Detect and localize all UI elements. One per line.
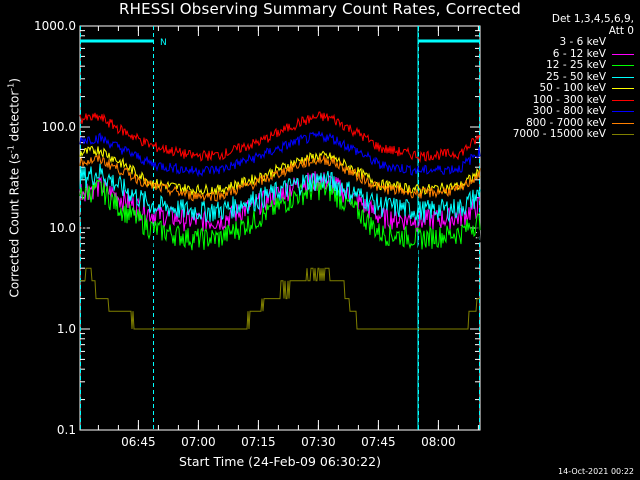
night-label: N: [160, 38, 167, 48]
legend-item: 50 - 100 keV: [478, 82, 634, 95]
legend-label: 50 - 100 keV: [539, 82, 606, 94]
legend-label: 3 - 6 keV: [559, 36, 606, 48]
x-tick-label: 07:45: [361, 435, 396, 449]
legend-swatch: [612, 99, 634, 101]
y-tick-label: 1000.0: [34, 19, 76, 33]
y-tick-label: 1.0: [57, 322, 76, 336]
series-line-300-800kev: [79, 131, 481, 178]
series-line-100-300kev: [79, 111, 481, 163]
legend-swatch: [612, 88, 634, 90]
legend-label: 25 - 50 keV: [546, 70, 606, 83]
x-axis-title: Start Time (24-Feb-09 06:30:22): [179, 454, 381, 469]
series-line-25-50kev: [79, 163, 481, 223]
legend-label: 300 - 800 keV: [532, 105, 606, 117]
legend-swatch: [612, 111, 634, 113]
series-line-3-6kev: [79, 197, 481, 278]
legend-label: 800 - 7000 keV: [526, 116, 606, 129]
legend-item: 7000 - 15000 keV: [478, 128, 634, 141]
x-tick-label: 08:00: [421, 435, 456, 449]
legend-item: 6 - 12 keV: [478, 47, 634, 61]
legend-item: 100 - 300 keV: [478, 93, 634, 107]
x-tick-label: 07:30: [301, 435, 336, 449]
legend-swatch: [612, 134, 634, 136]
series-line-800-7000kev: [79, 154, 481, 202]
legend-item: 12 - 25 keV: [478, 59, 634, 72]
legend-swatch: [612, 53, 634, 55]
legend-label: 12 - 25 keV: [546, 59, 606, 71]
x-tick-label: 07:00: [181, 435, 216, 449]
chart-title: RHESSI Observing Summary Count Rates, Co…: [118, 0, 521, 18]
legend-item: 800 - 7000 keV: [478, 116, 634, 130]
legend: Det 1,3,4,5,6,9, Att 0 3 - 6 keV 6 - 12 k…: [478, 13, 634, 141]
legend-swatch: [612, 65, 634, 67]
legend-label: 7000 - 15000 keV: [512, 128, 606, 140]
legend-label: 100 - 300 keV: [532, 93, 606, 106]
legend-item: 3 - 6 keV: [478, 36, 634, 49]
series-line-6-12kev: [79, 171, 481, 232]
legend-swatch: [612, 76, 634, 78]
y-tick-label: 100.0: [42, 120, 76, 134]
y-tick-label: 0.1: [57, 423, 76, 437]
x-tick-label: 07:15: [241, 435, 276, 449]
legend-swatch: [612, 122, 634, 124]
series-line-7000-15000kev: [80, 267, 480, 330]
legend-item: 300 - 800 keV: [478, 105, 634, 118]
y-tick-label: 10.0: [49, 221, 76, 235]
legend-label: 6 - 12 keV: [552, 47, 606, 60]
series-line-50-100kev: [79, 145, 481, 196]
legend-item: 25 - 50 keV: [478, 70, 634, 84]
footer-date: 14-Oct-2021 00:22: [558, 467, 634, 476]
detector-header-line-2: Att 0: [608, 24, 634, 37]
x-tick-label: 06:45: [121, 435, 156, 449]
legend-swatch: [612, 42, 634, 44]
detector-header-line-1: Det 1,3,4,5,6,9,: [551, 13, 634, 25]
